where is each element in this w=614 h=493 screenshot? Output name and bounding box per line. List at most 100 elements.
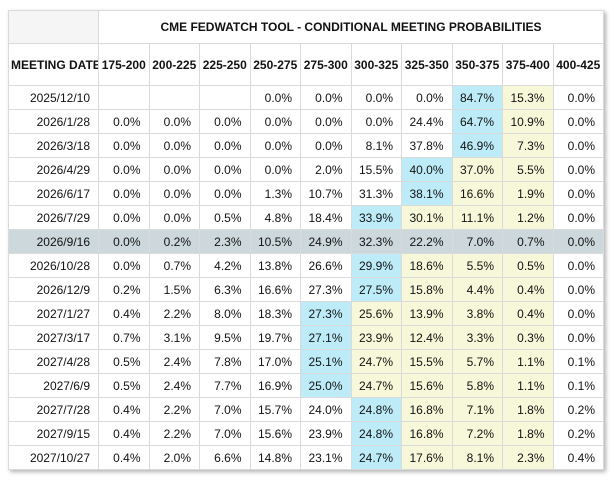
probability-cell: 2.0% — [148, 445, 200, 470]
probability-cell: 8.1% — [350, 133, 402, 158]
meeting-row[interactable]: 2027/10/27 0.4% 2.0% 6.6% 14.8% 23.1% 24.7% 17.… — [8, 445, 604, 470]
probability-cell: 25.0% — [300, 373, 352, 398]
meeting-row[interactable]: 2027/6/9 0.5% 2.4% 7.7% 16.9% 25.0% 24.7% 15.6%… — [8, 373, 604, 398]
probability-cell: 27.3% — [300, 277, 352, 302]
probability-cell: 0.7% — [98, 325, 150, 350]
meeting-date-cell: 2027/6/9 — [8, 373, 99, 398]
probability-cell: 32.3% — [350, 229, 402, 254]
probability-cell: 0.0% — [552, 277, 604, 302]
probability-cell: 18.6% — [401, 253, 453, 278]
probability-cell: 16.6% — [249, 277, 301, 302]
probability-cell: 2.2% — [148, 421, 200, 446]
meeting-row[interactable]: 2027/3/17 0.7% 3.1% 9.5% 19.7% 27.1% 23.9% 12.4… — [8, 325, 604, 350]
meeting-date-cell: 2027/4/28 — [8, 349, 99, 374]
meeting-date-cell: 2026/3/18 — [8, 133, 99, 158]
probability-cell: 0.0% — [300, 85, 352, 110]
corner-cell — [8, 10, 99, 44]
meeting-row[interactable]: 2027/4/28 0.5% 2.4% 7.8% 17.0% 25.1% 24.7% 15.5… — [8, 349, 604, 374]
probability-cell: 5.7% — [451, 349, 503, 374]
meeting-row[interactable]: 2026/9/16 0.0% 0.2% 2.3% 10.5% 24.9% 32.3% 22.2… — [8, 229, 604, 254]
probability-cell: 12.4% — [401, 325, 453, 350]
probability-cell: 0.0% — [148, 205, 200, 230]
probability-cell: 0.2% — [552, 421, 604, 446]
probability-cell: 0.1% — [552, 349, 604, 374]
probability-cell: 0.0% — [552, 85, 604, 110]
probability-cell: 9.5% — [199, 325, 251, 350]
probability-cell: 10.7% — [300, 181, 352, 206]
probability-cell: 1.5% — [148, 277, 200, 302]
meeting-row[interactable]: 2027/7/28 0.4% 2.2% 7.0% 15.7% 24.0% 24.8% 16.8… — [8, 397, 604, 422]
probability-cell: 7.8% — [199, 349, 251, 374]
probability-cell: 0.1% — [552, 373, 604, 398]
meeting-date-cell: 2027/9/15 — [8, 421, 99, 446]
meeting-row[interactable]: 2025/12/10 0.0% 0.0% 0.0% 0.0% 84.7% 15.3% 0.0% — [8, 85, 604, 110]
probability-cell: 15.6% — [249, 421, 301, 446]
probability-cell — [98, 85, 150, 110]
probability-cell: 0.0% — [249, 85, 301, 110]
probability-cell: 24.7% — [350, 349, 402, 374]
meeting-row[interactable]: 2026/3/18 0.0% 0.0% 0.0% 0.0% 0.0% 8.1% 37.8% 46… — [8, 133, 604, 158]
probability-cell: 2.3% — [199, 229, 251, 254]
probability-cell: 7.1% — [451, 397, 503, 422]
meeting-date-cell: 2026/6/17 — [8, 181, 99, 206]
probability-cell: 22.2% — [401, 229, 453, 254]
meeting-date-cell: 2026/7/29 — [8, 205, 99, 230]
probability-cell: 16.9% — [249, 373, 301, 398]
meeting-date-header: MEETING DATE — [8, 43, 99, 86]
probability-cell: 17.0% — [249, 349, 301, 374]
meeting-date-cell: 2026/4/29 — [8, 157, 99, 182]
probability-cell: 0.0% — [98, 181, 150, 206]
probability-cell: 7.0% — [199, 397, 251, 422]
probability-cell: 7.0% — [451, 229, 503, 254]
probability-cell: 0.0% — [350, 85, 402, 110]
probability-cell: 15.3% — [502, 85, 554, 110]
probability-cell: 0.0% — [98, 133, 150, 158]
probability-cell: 0.0% — [249, 157, 301, 182]
probability-cell: 7.2% — [451, 421, 503, 446]
probability-cell: 5.8% — [451, 373, 503, 398]
probability-cell: 0.0% — [552, 253, 604, 278]
probability-cell: 23.9% — [300, 421, 352, 446]
meeting-row[interactable]: 2026/10/28 0.0% 0.7% 4.2% 13.8% 26.6% 29.9% 18.… — [8, 253, 604, 278]
probability-cell: 38.1% — [401, 181, 453, 206]
meeting-row[interactable]: 2026/4/29 0.0% 0.0% 0.0% 0.0% 2.0% 15.5% 40.0% 3… — [8, 157, 604, 182]
meeting-row[interactable]: 2026/6/17 0.0% 0.0% 0.0% 1.3% 10.7% 31.3% 38.1%… — [8, 181, 604, 206]
probability-cell: 84.7% — [451, 85, 503, 110]
probability-cell: 5.5% — [502, 157, 554, 182]
meeting-row[interactable]: 2027/9/15 0.4% 2.2% 7.0% 15.6% 23.9% 24.8% 16.8… — [8, 421, 604, 446]
meeting-row[interactable]: 2027/1/27 0.4% 2.2% 8.0% 18.3% 27.3% 25.6% 13.9… — [8, 301, 604, 326]
probability-cell: 5.5% — [451, 253, 503, 278]
probability-cell: 0.0% — [98, 253, 150, 278]
probability-cell: 18.3% — [249, 301, 301, 326]
probability-cell: 7.3% — [502, 133, 554, 158]
probability-cell: 24.7% — [350, 445, 402, 470]
probability-cell: 0.0% — [300, 133, 352, 158]
probability-cell: 0.0% — [552, 229, 604, 254]
probability-cell: 40.0% — [401, 157, 453, 182]
probability-cell: 6.3% — [199, 277, 251, 302]
meeting-date-cell: 2026/12/9 — [8, 277, 99, 302]
probability-cell: 8.0% — [199, 301, 251, 326]
meeting-date-cell: 2026/9/16 — [8, 229, 99, 254]
probability-cell: 0.5% — [98, 349, 150, 374]
meeting-row[interactable]: 2026/7/29 0.0% 0.0% 0.5% 4.8% 18.4% 33.9% 30.1%… — [8, 205, 604, 230]
meeting-row[interactable]: 2026/1/28 0.0% 0.0% 0.0% 0.0% 0.0% 0.0% 24.4% 64… — [8, 109, 604, 134]
probability-cell: 15.5% — [401, 349, 453, 374]
probability-cell: 0.0% — [350, 109, 402, 134]
probability-cell: 10.5% — [249, 229, 301, 254]
probability-cell: 14.8% — [249, 445, 301, 470]
meeting-row[interactable]: 2026/12/9 0.2% 1.5% 6.3% 16.6% 27.3% 27.5% 15.8… — [8, 277, 604, 302]
probability-cell: 0.0% — [552, 205, 604, 230]
probability-cell: 0.2% — [98, 277, 150, 302]
probability-cell: 0.0% — [552, 157, 604, 182]
probability-cell: 3.1% — [148, 325, 200, 350]
probability-cell: 0.0% — [98, 109, 150, 134]
probability-cell: 0.0% — [552, 325, 604, 350]
probability-cell: 0.0% — [199, 109, 251, 134]
probability-cell: 16.8% — [401, 397, 453, 422]
rate-bucket-header: 350-375 — [451, 43, 503, 86]
probability-cell: 0.5% — [98, 373, 150, 398]
probability-cell: 1.1% — [502, 349, 554, 374]
probability-cell: 64.7% — [451, 109, 503, 134]
probability-cell: 4.8% — [249, 205, 301, 230]
